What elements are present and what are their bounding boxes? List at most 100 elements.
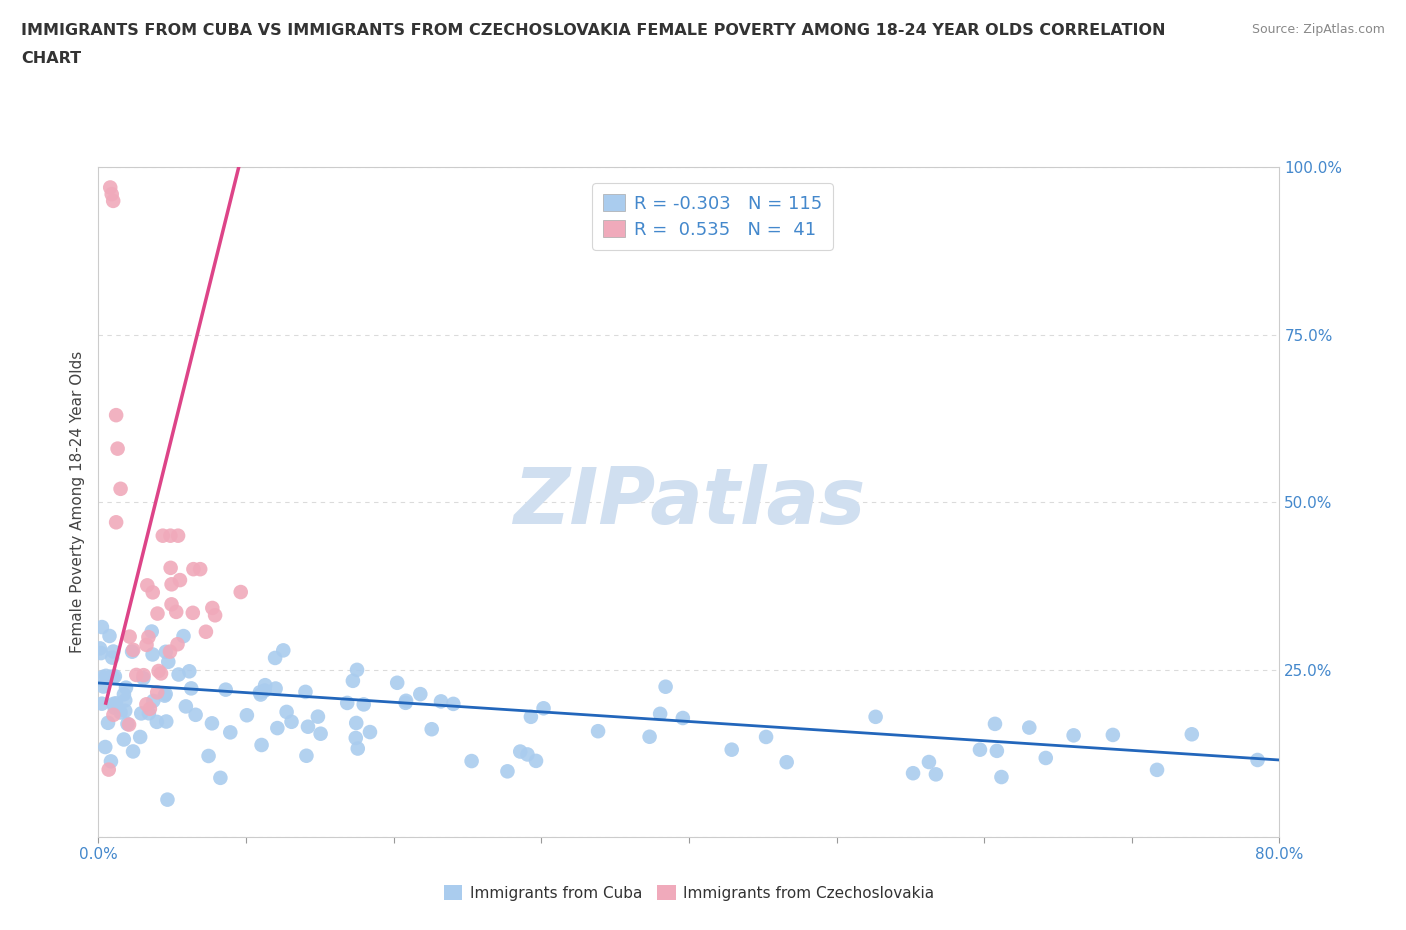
Point xyxy=(142,647,165,662)
Point xyxy=(249,684,271,699)
Point xyxy=(1246,752,1268,767)
Point xyxy=(146,714,169,729)
Point xyxy=(141,624,163,639)
Point xyxy=(121,644,143,659)
Point xyxy=(129,706,152,721)
Point xyxy=(90,645,112,660)
Text: Source: ZipAtlas.com: Source: ZipAtlas.com xyxy=(1251,23,1385,36)
Point xyxy=(990,770,1012,785)
Point xyxy=(969,742,991,757)
Point xyxy=(219,725,242,740)
Point xyxy=(918,754,941,769)
Point xyxy=(1102,727,1125,742)
Point xyxy=(271,643,294,658)
Point xyxy=(110,482,132,497)
Point xyxy=(1018,720,1040,735)
Point xyxy=(984,716,1007,731)
Point xyxy=(169,573,191,588)
Point xyxy=(173,629,195,644)
Point xyxy=(132,671,155,685)
Point xyxy=(638,729,661,744)
Point xyxy=(342,673,364,688)
Point xyxy=(253,683,276,698)
Point xyxy=(901,765,924,780)
Point xyxy=(107,441,129,456)
Point xyxy=(97,763,120,777)
Point xyxy=(229,585,252,600)
Point xyxy=(159,644,181,659)
Point xyxy=(104,669,127,684)
Point xyxy=(91,670,114,684)
Point xyxy=(146,606,169,621)
Point xyxy=(103,700,125,715)
Point xyxy=(139,701,162,716)
Point xyxy=(98,180,121,195)
Point xyxy=(925,767,948,782)
Point xyxy=(160,597,183,612)
Point xyxy=(105,407,128,422)
Point xyxy=(181,605,204,620)
Point xyxy=(516,747,538,762)
Point xyxy=(344,731,367,746)
Point xyxy=(159,528,181,543)
Point xyxy=(142,694,165,709)
Point xyxy=(142,585,165,600)
Point xyxy=(496,764,519,778)
Point xyxy=(159,561,181,576)
Point xyxy=(395,694,418,709)
Point xyxy=(122,643,145,658)
Point xyxy=(105,515,128,530)
Point xyxy=(387,675,409,690)
Point xyxy=(430,694,453,709)
Point xyxy=(394,696,416,711)
Point xyxy=(138,706,160,721)
Point xyxy=(157,655,180,670)
Point xyxy=(346,741,368,756)
Point xyxy=(136,578,159,592)
Point xyxy=(865,710,887,724)
Point xyxy=(179,664,201,679)
Point xyxy=(1146,763,1168,777)
Point xyxy=(180,681,202,696)
Point xyxy=(155,714,177,729)
Text: CHART: CHART xyxy=(21,51,82,66)
Point xyxy=(100,754,122,769)
Point xyxy=(307,710,329,724)
Point xyxy=(280,714,302,729)
Point xyxy=(264,650,287,665)
Point xyxy=(112,687,135,702)
Point xyxy=(135,697,157,711)
Point xyxy=(110,705,132,720)
Point xyxy=(103,644,125,659)
Point xyxy=(720,742,742,757)
Point xyxy=(776,755,799,770)
Point xyxy=(129,729,152,744)
Point xyxy=(197,749,219,764)
Point xyxy=(98,629,121,644)
Point xyxy=(215,683,238,698)
Point xyxy=(174,699,197,714)
Point xyxy=(90,619,112,634)
Point xyxy=(100,670,122,684)
Point xyxy=(194,624,217,639)
Point xyxy=(101,650,124,665)
Point xyxy=(344,715,367,730)
Point xyxy=(755,729,778,744)
Point xyxy=(152,528,174,543)
Point xyxy=(524,753,547,768)
Point xyxy=(150,666,173,681)
Point xyxy=(441,697,464,711)
Point xyxy=(188,562,211,577)
Point xyxy=(420,722,443,737)
Point xyxy=(1063,728,1085,743)
Point xyxy=(520,710,543,724)
Point xyxy=(650,707,672,722)
Point xyxy=(409,686,432,701)
Point xyxy=(249,687,271,702)
Point xyxy=(346,662,368,677)
Point xyxy=(183,562,205,577)
Point xyxy=(294,684,316,699)
Legend: Immigrants from Cuba, Immigrants from Czechoslovakia: Immigrants from Cuba, Immigrants from Cz… xyxy=(434,876,943,910)
Point xyxy=(117,716,139,731)
Text: IMMIGRANTS FROM CUBA VS IMMIGRANTS FROM CZECHOSLOVAKIA FEMALE POVERTY AMONG 18-2: IMMIGRANTS FROM CUBA VS IMMIGRANTS FROM … xyxy=(21,23,1166,38)
